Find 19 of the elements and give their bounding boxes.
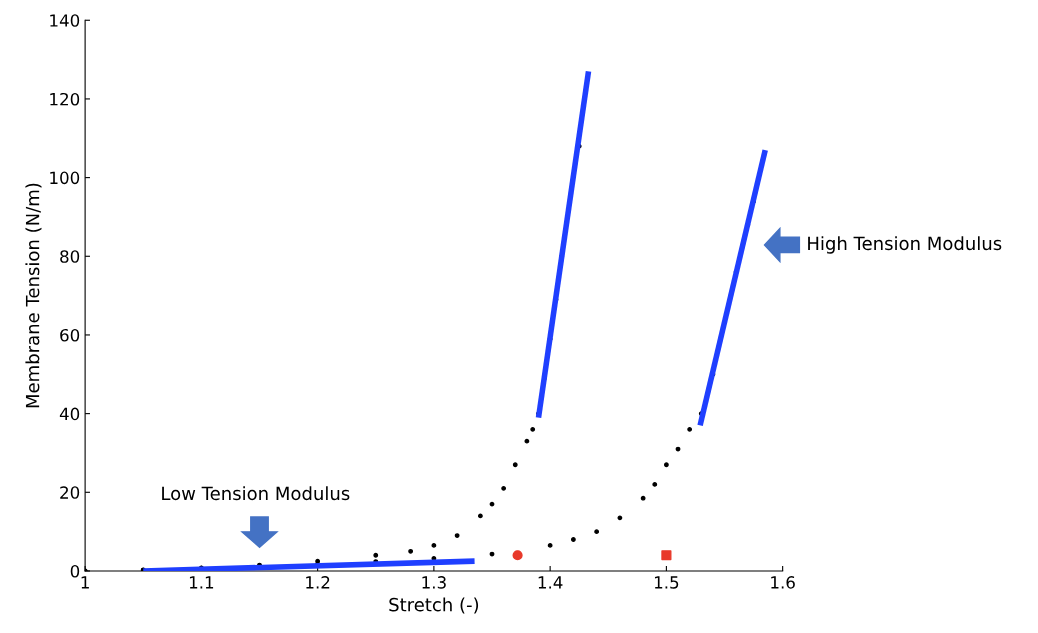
y-tick-label: 40 — [59, 407, 80, 421]
y-tick-label: 120 — [50, 92, 80, 106]
y-tick-label: 100 — [50, 171, 80, 185]
y-tick-label: 80 — [60, 250, 80, 263]
y-tick-label: 20 — [60, 486, 80, 499]
x-tick-label: 1.2 — [306, 576, 330, 589]
annotation: Low Tension Modulus — [162, 486, 350, 501]
y-axis-title: Membrane Tension (N/m) — [25, 183, 42, 408]
text: High Tension Modulus — [808, 236, 1002, 254]
x-axis-title: Stretch (-) — [389, 597, 479, 614]
x-tick-label: 1.5 — [654, 576, 679, 589]
y-tick-label: 60 — [60, 328, 80, 342]
y-tick-label: 0 — [70, 564, 80, 578]
x-tick-label: 1.1 — [189, 576, 214, 589]
y-tick-label: 140 — [50, 14, 80, 27]
x-tick-label: 1.3 — [422, 576, 446, 589]
x-tick-label: 1.4 — [538, 576, 563, 589]
x-tick-label: 1 — [81, 576, 89, 589]
x-tick-label: 1.6 — [771, 576, 795, 589]
